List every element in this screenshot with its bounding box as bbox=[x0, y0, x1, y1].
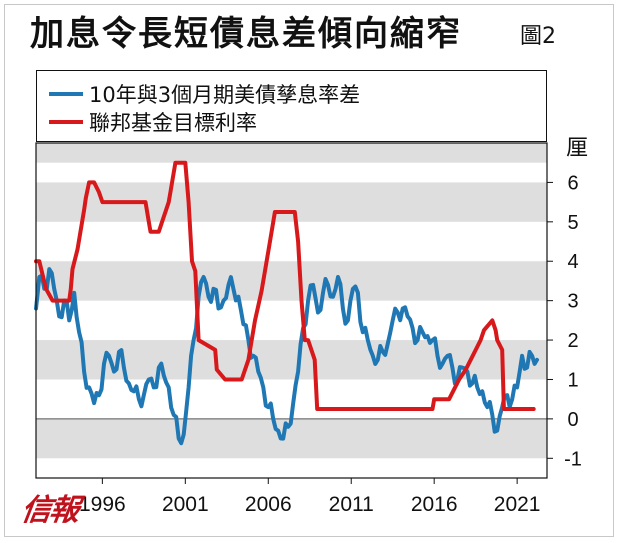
x-tick-label: 2011 bbox=[329, 493, 374, 516]
series-line-fed-funds bbox=[34, 160, 536, 411]
grid-band bbox=[36, 143, 547, 163]
legend-label-yield-spread: 10年與3個月期美債孳息率差 bbox=[89, 83, 361, 107]
series-line-yield-spread bbox=[34, 267, 539, 446]
publisher-logo: 信報 bbox=[19, 493, 80, 528]
legend-item-yield-spread: 10年與3個月期美債孳息率差 bbox=[49, 81, 360, 107]
y-tick-label: 6 bbox=[567, 172, 578, 194]
legend-item-fed-funds: 聯邦基金目標利率 bbox=[49, 109, 257, 135]
x-tick-label: 2021 bbox=[494, 493, 541, 516]
y-tick-label: 1 bbox=[567, 369, 578, 391]
y-tick-label: 3 bbox=[567, 291, 578, 313]
x-tick-label: 2016 bbox=[411, 493, 458, 516]
y-tick-label: -1 bbox=[564, 448, 582, 470]
chart-title: 加息令長短債息差傾向縮窄 bbox=[30, 14, 462, 54]
y-tick-label: 2 bbox=[567, 330, 578, 352]
chart-legend: 10年與3個月期美債孳息率差 聯邦基金目標利率 bbox=[36, 70, 547, 142]
y-tick-label: 4 bbox=[567, 251, 578, 273]
plot-border bbox=[35, 142, 548, 479]
legend-swatch-fed-funds bbox=[49, 120, 83, 124]
legend-swatch-yield-spread bbox=[49, 92, 83, 96]
x-tick-label: 2006 bbox=[245, 493, 292, 516]
figure-label: 圖2 bbox=[520, 24, 556, 49]
x-tick-label: 2001 bbox=[162, 493, 209, 516]
x-tick-label: 1996 bbox=[79, 493, 126, 516]
y-tick-label: 0 bbox=[567, 409, 578, 431]
chart-frame bbox=[4, 4, 614, 537]
y-tick-label: 5 bbox=[567, 212, 578, 234]
grid-band bbox=[36, 261, 547, 301]
legend-label-fed-funds: 聯邦基金目標利率 bbox=[89, 111, 257, 135]
y-axis-unit: 厘 bbox=[566, 136, 589, 161]
